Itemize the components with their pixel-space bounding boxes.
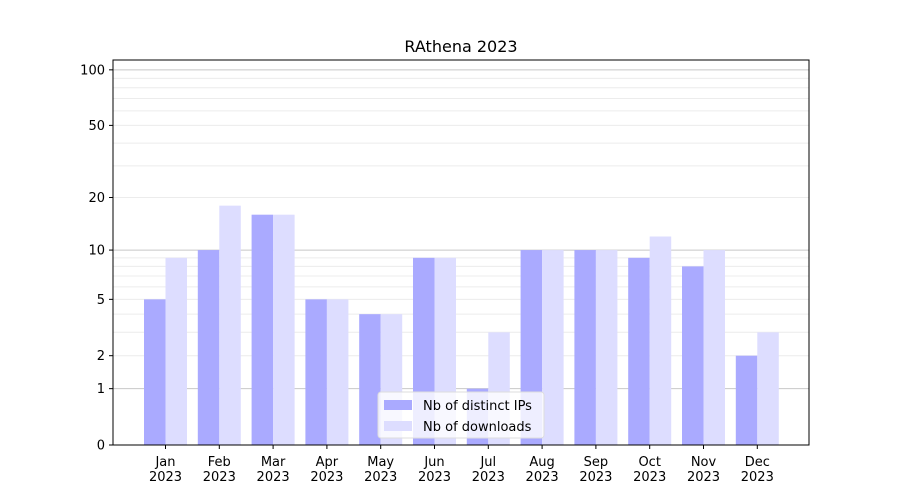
y-tick-label: 100 [80,63,105,78]
legend-swatch [384,421,412,431]
y-tick-label: 10 [88,244,105,259]
plot-frame [112,59,810,446]
bar-distinct-ips [359,314,381,445]
y-tick-label: 5 [97,293,105,308]
y-tick-label: 50 [88,119,105,134]
bar-distinct-ips [144,299,166,445]
bar-downloads [326,299,349,445]
y-tick-label: 0 [97,439,105,454]
legend: Nb of distinct IPs Nb of downloads [377,391,545,439]
x-tick-label: Jun 2023 [418,455,451,485]
bar-downloads [757,332,779,445]
x-tick-label: Jul 2023 [472,455,505,485]
x-tick-label: Jan 2023 [149,455,182,485]
x-tick-label: Apr 2023 [310,455,343,485]
x-tick-label: Mar 2023 [257,455,290,485]
chart-title: RAthena 2023 [404,37,517,56]
x-tick-label: Dec 2023 [741,455,774,485]
y-tick-label: 2 [97,349,105,364]
legend-label: Nb of distinct IPs [423,399,532,414]
x-tick-label: Nov 2023 [687,455,720,485]
y-tick-label: 20 [88,191,105,206]
bar-distinct-ips [251,214,274,445]
bar-downloads [542,250,564,445]
bar-distinct-ips [735,355,758,445]
bar-distinct-ips [628,257,650,445]
bar-downloads [649,236,672,445]
bar-distinct-ips [574,250,596,445]
legend-box [377,391,545,439]
bar-downloads [703,250,725,445]
legend-swatch [384,400,412,410]
bar-downloads [165,257,187,445]
legend-label: Nb of downloads [423,420,532,435]
y-tick-label: 1 [97,382,105,397]
bar-distinct-ips [197,250,220,445]
x-tick-label: May 2023 [364,455,397,485]
x-tick-label: Feb 2023 [203,455,236,485]
bar-distinct-ips [305,299,327,445]
x-tick-label: Oct 2023 [633,455,666,485]
x-tick-label: Aug 2023 [526,455,559,485]
bar-distinct-ips [682,266,704,445]
bar-downloads [273,214,295,445]
bar-downloads [595,250,618,445]
x-tick-label: Sep 2023 [579,455,612,485]
bar-downloads [219,205,241,445]
